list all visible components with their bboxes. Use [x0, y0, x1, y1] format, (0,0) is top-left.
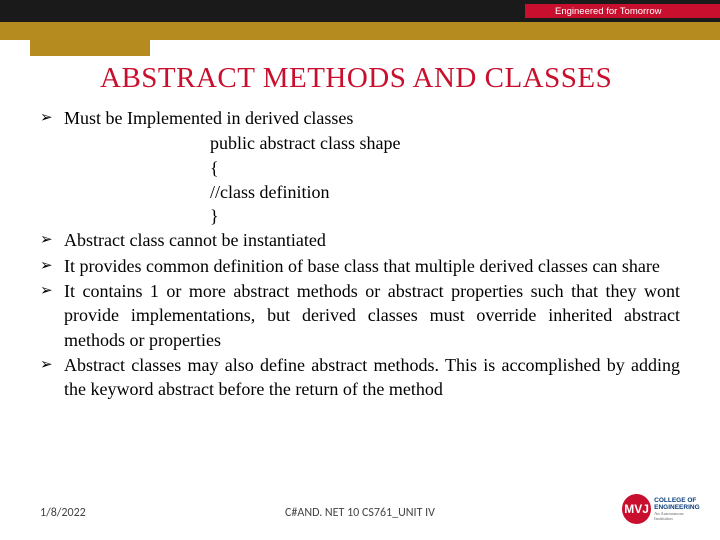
bullet-text: Abstract classes may also define abstrac…: [64, 353, 680, 402]
logo-badge: MVJ: [622, 494, 651, 524]
footer: 1/8/2022 C#AND. NET 10 CS761_UNIT IV .: [40, 506, 680, 520]
bullet-text: It provides common definition of base cl…: [64, 254, 680, 278]
tagline-text: Engineered for Tomorrow: [555, 6, 662, 17]
slide-title: ABSTRACT METHODS AND CLASSES: [100, 62, 700, 95]
logo-text-block: COLLEGE OF ENGINEERING An Autonomous Ins…: [654, 497, 702, 521]
slide: Engineered for Tomorrow ABSTRACT METHODS…: [0, 0, 720, 540]
logo: MVJ COLLEGE OF ENGINEERING An Autonomous…: [622, 490, 702, 528]
bullet-glyph-icon: ➢: [40, 353, 64, 402]
gold-bar-accent: [30, 26, 150, 56]
code-line: public abstract class shape: [40, 131, 680, 155]
tagline-strip: Engineered for Tomorrow: [525, 4, 720, 18]
bullet-glyph-icon: ➢: [40, 228, 64, 252]
logo-subtext: An Autonomous Institution: [654, 511, 702, 521]
bullet-item: ➢ Abstract classes may also define abstr…: [40, 353, 680, 402]
bullet-item: ➢ Must be Implemented in derived classes: [40, 106, 680, 130]
bullet-text: Abstract class cannot be instantiated: [64, 228, 680, 252]
code-line: //class definition: [40, 180, 680, 204]
logo-line2: ENGINEERING: [654, 504, 702, 511]
bullet-item: ➢ It provides common definition of base …: [40, 254, 680, 278]
footer-center: C#AND. NET 10 CS761_UNIT IV: [285, 506, 435, 520]
bullet-item: ➢ It contains 1 or more abstract methods…: [40, 279, 680, 352]
footer-date: 1/8/2022: [40, 506, 86, 520]
bullet-glyph-icon: ➢: [40, 254, 64, 278]
logo-line1: COLLEGE OF: [654, 497, 702, 504]
bullet-text: It contains 1 or more abstract methods o…: [64, 279, 680, 352]
code-line: {: [40, 156, 680, 180]
bullet-glyph-icon: ➢: [40, 106, 64, 130]
bullet-glyph-icon: ➢: [40, 279, 64, 352]
slide-body: ➢ Must be Implemented in derived classes…: [40, 106, 680, 403]
bullet-item: ➢ Abstract class cannot be instantiated: [40, 228, 680, 252]
code-line: }: [40, 204, 680, 228]
bullet-text: Must be Implemented in derived classes: [64, 106, 680, 130]
